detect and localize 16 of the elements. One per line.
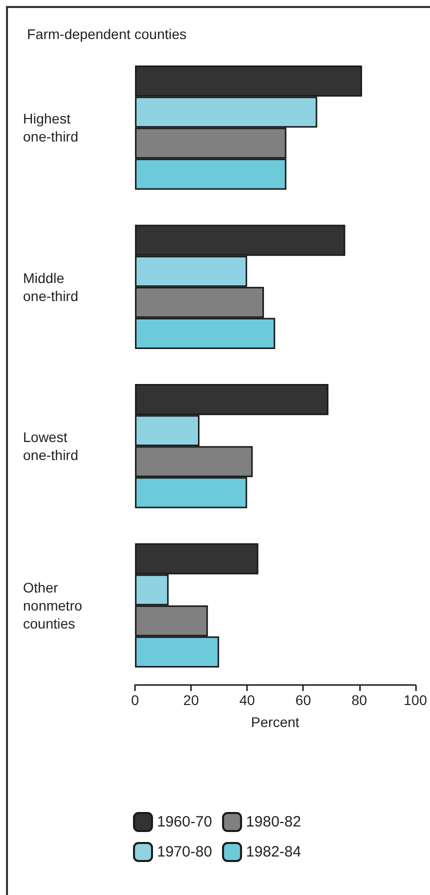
x-tick-label: 100 <box>404 692 428 708</box>
x-tick-label: 40 <box>239 692 256 708</box>
x-tick-label: 80 <box>351 692 368 708</box>
x-tick-label: 20 <box>183 692 200 708</box>
x-tick-label: 60 <box>295 692 312 708</box>
chart-title: Farm-dependent counties <box>27 26 187 42</box>
x-tick-label: 0 <box>131 692 140 708</box>
legend-label: 1970-80 <box>157 844 212 860</box>
y-tick-label: Highest one-third <box>23 110 78 145</box>
legend-label: 1980-82 <box>246 814 302 830</box>
legend-label: 1982-84 <box>246 844 302 860</box>
legend-label: 1960-70 <box>157 814 212 830</box>
y-tick-label: Other nonmetro counties <box>23 579 82 632</box>
x-axis-title: Percent <box>251 714 300 730</box>
y-tick-label: Middle one-third <box>23 270 78 304</box>
y-tick-label: Lowest one-third <box>23 429 78 464</box>
